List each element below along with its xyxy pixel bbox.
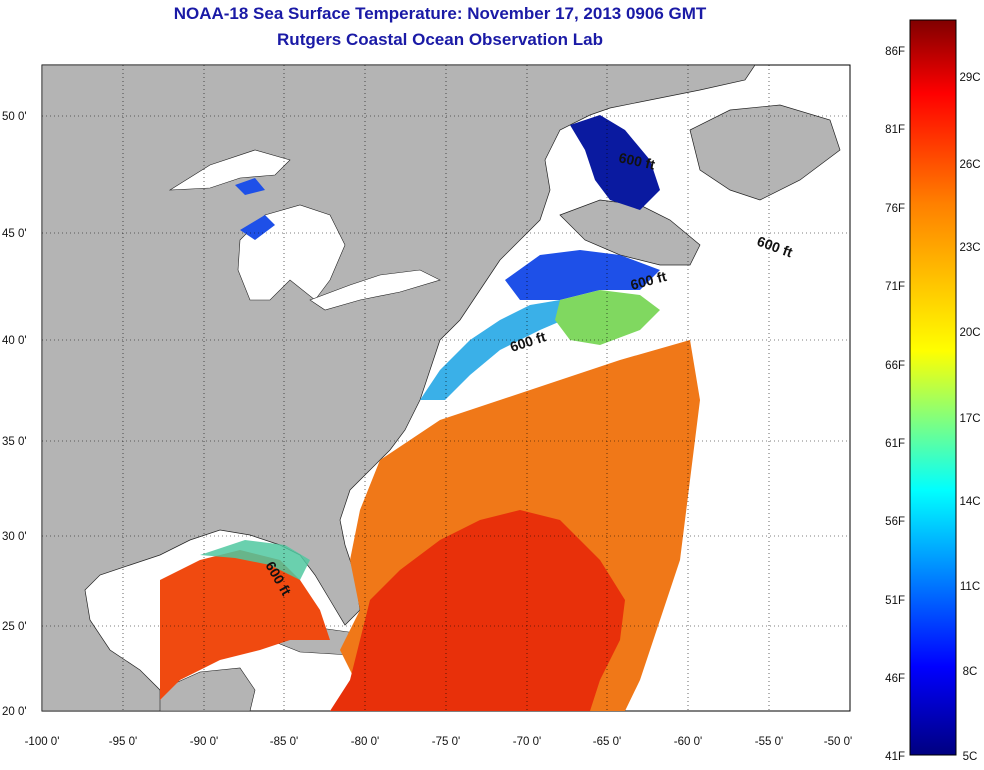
sst-lake-superior bbox=[235, 178, 265, 195]
sst-gulf-of-maine bbox=[505, 250, 660, 300]
lake-erie-ontario bbox=[309, 269, 441, 311]
sst-gulf-of-mexico bbox=[160, 550, 330, 700]
sst-gulf-stream bbox=[330, 510, 625, 711]
contour-label-1: 600 ft bbox=[617, 149, 656, 172]
lat-label: 30 0' bbox=[2, 531, 27, 543]
lake-superior bbox=[168, 149, 291, 191]
colorbar-c-label: 23C bbox=[959, 242, 980, 254]
lon-label: -55 0' bbox=[755, 736, 783, 748]
sst-st-lawrence bbox=[570, 115, 660, 210]
colorbar-f-label: 61F bbox=[885, 438, 905, 450]
lat-label: 35 0' bbox=[2, 436, 27, 448]
lon-label: -100 0' bbox=[25, 736, 60, 748]
colorbar-f-label: 76F bbox=[885, 203, 905, 215]
colorbar-f-label: 66F bbox=[885, 360, 905, 372]
sst-gulf-shelf bbox=[200, 540, 310, 580]
lon-label: -60 0' bbox=[674, 736, 702, 748]
colorbar-f-label: 46F bbox=[885, 673, 905, 685]
temperature-colorbar bbox=[909, 19, 957, 756]
colorbar-f-label: 56F bbox=[885, 516, 905, 528]
colorbar-fahrenheit-labels: 86F 81F 76F 71F 66F 61F 56F 51F 46F 41F bbox=[885, 46, 905, 763]
colorbar-c-label: 26C bbox=[959, 159, 980, 171]
map-subtitle: Rutgers Coastal Ocean Observation Lab bbox=[277, 30, 603, 49]
colorbar-c-label: 14C bbox=[959, 496, 980, 508]
colorbar-f-label: 71F bbox=[885, 281, 905, 293]
colorbar-c-label: 17C bbox=[959, 413, 980, 425]
lon-label: -50 0' bbox=[824, 736, 852, 748]
land-yucatan bbox=[159, 667, 256, 711]
colorbar-f-label: 81F bbox=[885, 124, 905, 136]
lon-label: -95 0' bbox=[109, 736, 137, 748]
lon-label: -75 0' bbox=[432, 736, 460, 748]
lat-label: 20 0' bbox=[2, 706, 27, 718]
land-newfoundland bbox=[689, 104, 841, 201]
longitude-axis: -100 0' -95 0' -90 0' -85 0' -80 0' -75 … bbox=[25, 736, 853, 748]
colorbar-c-label: 5C bbox=[963, 751, 978, 763]
colorbar-c-label: 20C bbox=[959, 327, 980, 339]
colorbar-c-label: 29C bbox=[959, 72, 980, 84]
sst-lake-huron bbox=[240, 215, 275, 240]
colorbar-c-label: 8C bbox=[963, 666, 978, 678]
gridlines bbox=[42, 65, 850, 711]
land-north-america bbox=[42, 65, 756, 711]
colorbar-f-label: 51F bbox=[885, 595, 905, 607]
latitude-axis: 50 0' 45 0' 40 0' 35 0' 30 0' 25 0' 20 0… bbox=[2, 111, 27, 718]
lat-label: 25 0' bbox=[2, 621, 27, 633]
lat-label: 40 0' bbox=[2, 335, 27, 347]
map-title: NOAA-18 Sea Surface Temperature: Novembe… bbox=[173, 4, 707, 23]
lon-label: -70 0' bbox=[513, 736, 541, 748]
colorbar-f-label: 41F bbox=[885, 751, 905, 763]
sst-shelf-cool bbox=[420, 300, 575, 400]
colorbar-c-label: 11C bbox=[960, 581, 980, 593]
colorbar-f-label: 86F bbox=[885, 46, 905, 58]
lat-label: 45 0' bbox=[2, 228, 27, 240]
sst-slope-green bbox=[555, 290, 660, 345]
lat-label: 50 0' bbox=[2, 111, 27, 123]
lon-label: -90 0' bbox=[190, 736, 218, 748]
colorbar-celsius-labels: 29C 26C 23C 20C 17C 14C 11C 8C 5C bbox=[959, 72, 980, 763]
lon-label: -85 0' bbox=[270, 736, 298, 748]
lon-label: -65 0' bbox=[593, 736, 621, 748]
lon-label: -80 0' bbox=[351, 736, 379, 748]
